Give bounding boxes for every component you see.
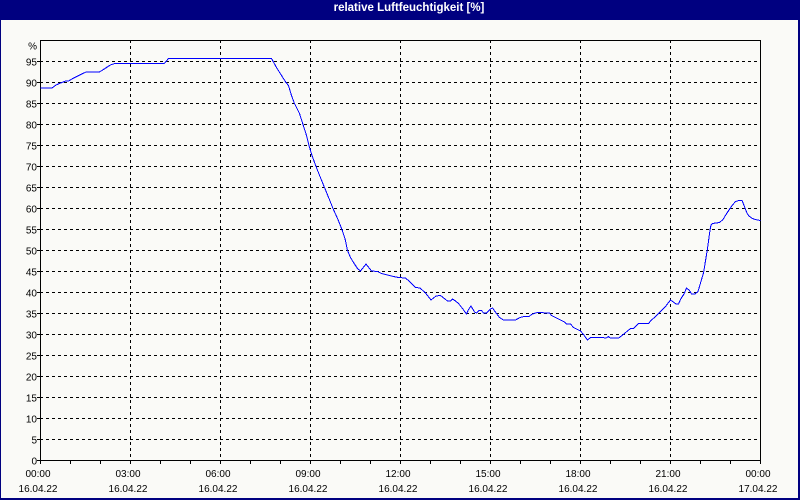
svg-text:10: 10 — [26, 415, 38, 426]
svg-text:00:00: 00:00 — [745, 469, 770, 480]
svg-text:03:00: 03:00 — [115, 469, 140, 480]
svg-text:30: 30 — [26, 331, 38, 342]
svg-text:16.04.22: 16.04.22 — [469, 484, 508, 495]
svg-text:16.04.22: 16.04.22 — [199, 484, 238, 495]
svg-text:55: 55 — [26, 226, 38, 237]
svg-text:16.04.22: 16.04.22 — [19, 484, 58, 495]
svg-text:0: 0 — [31, 457, 37, 468]
svg-text:00:00: 00:00 — [25, 469, 50, 480]
svg-text:17.04.22: 17.04.22 — [739, 484, 778, 495]
svg-text:18:00: 18:00 — [565, 469, 590, 480]
svg-text:65: 65 — [26, 184, 38, 195]
svg-text:35: 35 — [26, 310, 38, 321]
svg-text:16.04.22: 16.04.22 — [649, 484, 688, 495]
svg-text:09:00: 09:00 — [295, 469, 320, 480]
svg-text:60: 60 — [26, 205, 38, 216]
svg-text:15:00: 15:00 — [475, 469, 500, 480]
svg-text:%: % — [28, 42, 37, 53]
svg-text:15: 15 — [26, 394, 38, 405]
svg-text:45: 45 — [26, 268, 38, 279]
svg-text:85: 85 — [26, 100, 38, 111]
svg-text:16.04.22: 16.04.22 — [559, 484, 598, 495]
svg-text:95: 95 — [26, 58, 38, 69]
svg-text:50: 50 — [26, 247, 38, 258]
svg-text:16.04.22: 16.04.22 — [109, 484, 148, 495]
svg-text:40: 40 — [26, 289, 38, 300]
svg-text:12:00: 12:00 — [385, 469, 410, 480]
svg-text:70: 70 — [26, 163, 38, 174]
svg-text:16.04.22: 16.04.22 — [379, 484, 418, 495]
svg-text:25: 25 — [26, 352, 38, 363]
svg-text:16.04.22: 16.04.22 — [289, 484, 328, 495]
svg-text:21:00: 21:00 — [655, 469, 680, 480]
svg-text:06:00: 06:00 — [205, 469, 230, 480]
svg-text:75: 75 — [26, 142, 38, 153]
svg-text:80: 80 — [26, 121, 38, 132]
svg-text:5: 5 — [31, 436, 37, 447]
svg-text:20: 20 — [26, 373, 38, 384]
svg-text:90: 90 — [26, 79, 38, 90]
svg-text:relative Luftfeuchtigkeit [%]: relative Luftfeuchtigkeit [%] — [334, 2, 485, 14]
